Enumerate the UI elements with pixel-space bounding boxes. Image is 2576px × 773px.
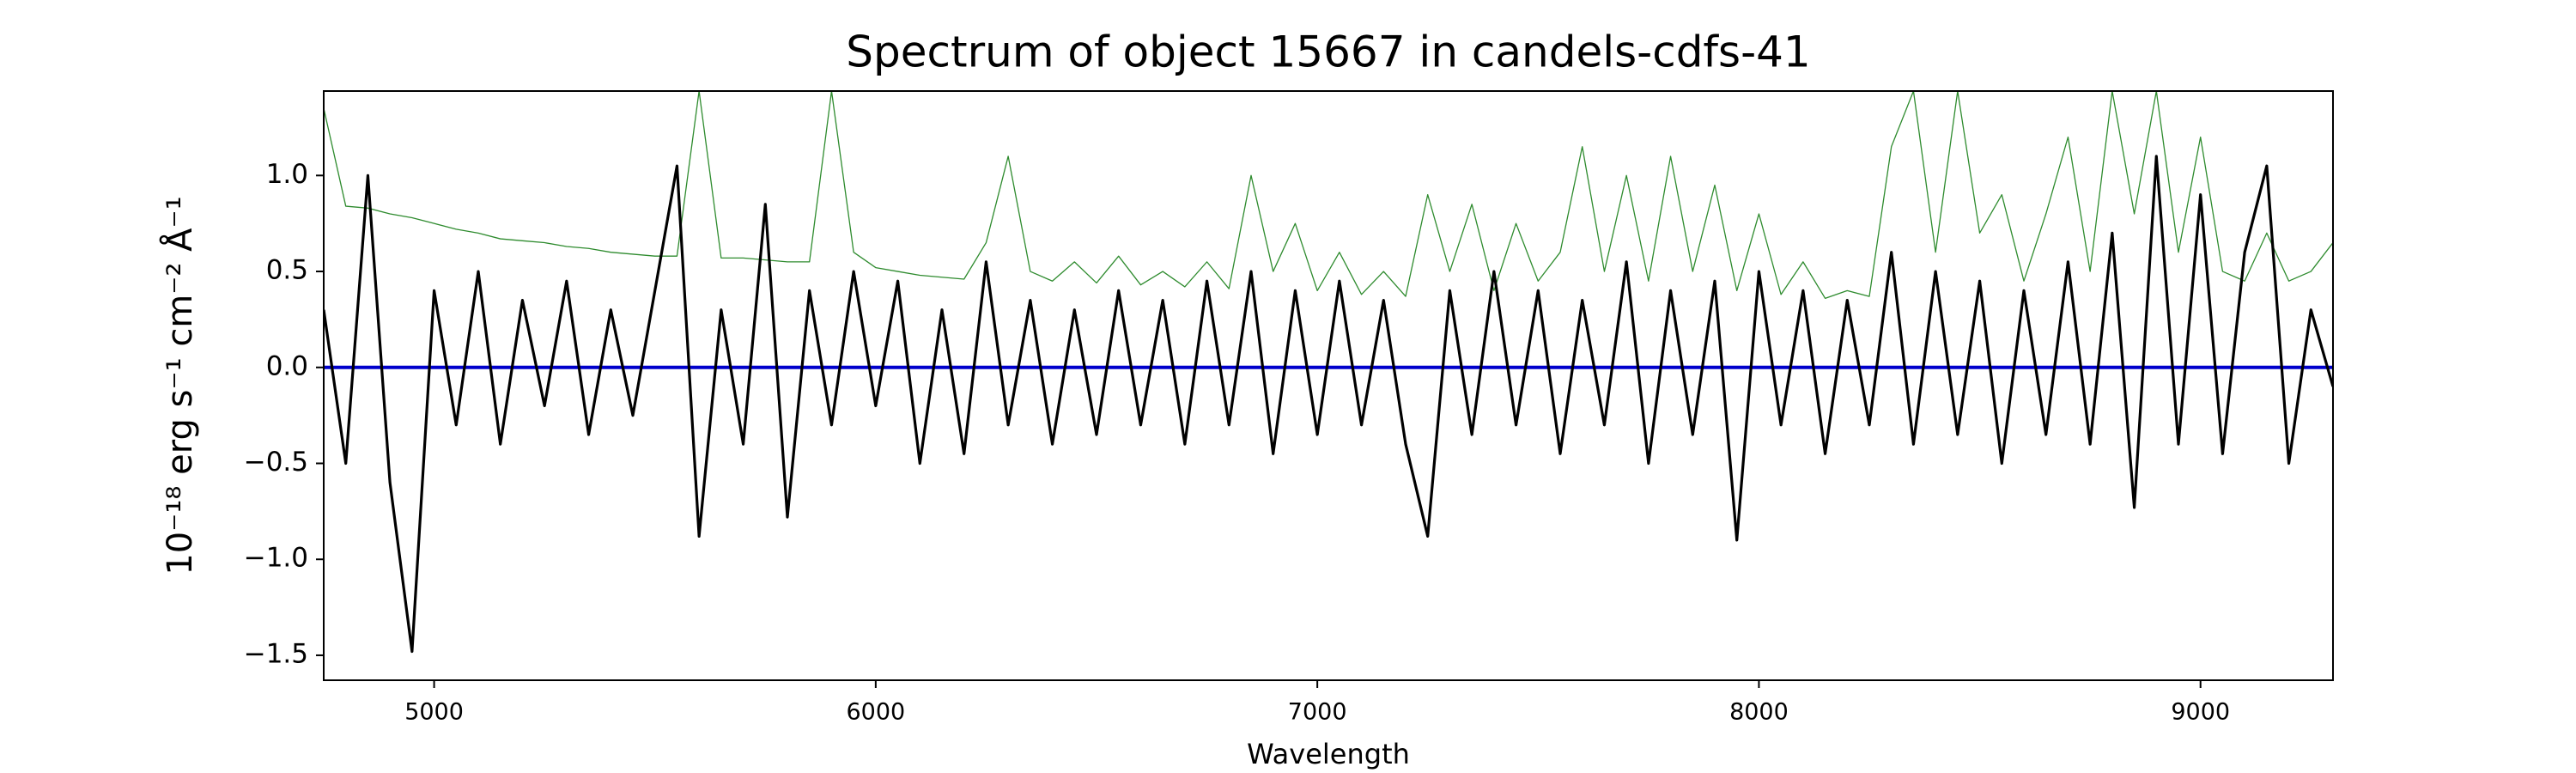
- x-tick-label: 8000: [1729, 699, 1789, 726]
- y-tick-label: 0.5: [266, 255, 308, 286]
- chart-title: Spectrum of object 15667 in candels-cdfs…: [846, 27, 1811, 77]
- x-tick-label: 9000: [2171, 699, 2230, 726]
- x-tick-label: 7000: [1288, 699, 1347, 726]
- y-axis-label: 10⁻¹⁸ erg s⁻¹ cm⁻² Å⁻¹: [159, 196, 200, 575]
- y-tick-label: −0.5: [244, 447, 308, 478]
- x-tick-label: 5000: [404, 699, 464, 726]
- flux-line: [324, 155, 2333, 654]
- x-tick-label: 6000: [846, 699, 905, 726]
- y-tick-label: −1.0: [244, 543, 308, 574]
- plot-frame: [323, 90, 2334, 681]
- y-tick-label: −1.5: [244, 638, 308, 669]
- plot-area: [324, 91, 2333, 654]
- x-axis-label: Wavelength: [1247, 738, 1410, 770]
- error-line: [324, 91, 2333, 299]
- y-tick-label: 0.0: [266, 350, 308, 381]
- y-tick-label: 1.0: [266, 159, 308, 190]
